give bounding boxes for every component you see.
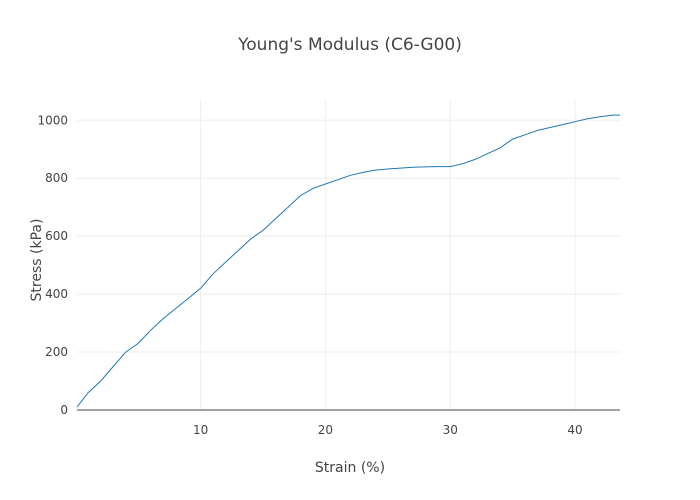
x-tick-label: 20	[318, 423, 333, 437]
y-tick-label: 0	[60, 403, 68, 417]
x-tick-label: 10	[193, 423, 208, 437]
gridlines	[77, 100, 620, 410]
series-layer	[76, 114, 620, 408]
y-tick-label: 800	[45, 171, 68, 185]
y-tick-label: 600	[45, 229, 68, 243]
y-tick-label: 1000	[37, 113, 68, 127]
y-tick-label: 400	[45, 287, 68, 301]
x-tick-label: 30	[443, 423, 458, 437]
x-axis-title: Strain (%)	[315, 460, 385, 476]
chart-title: Young's Modulus (C6-G00)	[237, 35, 462, 55]
stress-strain-line	[76, 114, 620, 408]
y-tick-label: 200	[45, 345, 68, 359]
x-tick-label: 40	[567, 423, 582, 437]
y-axis-title: Stress (kPa)	[29, 219, 45, 302]
